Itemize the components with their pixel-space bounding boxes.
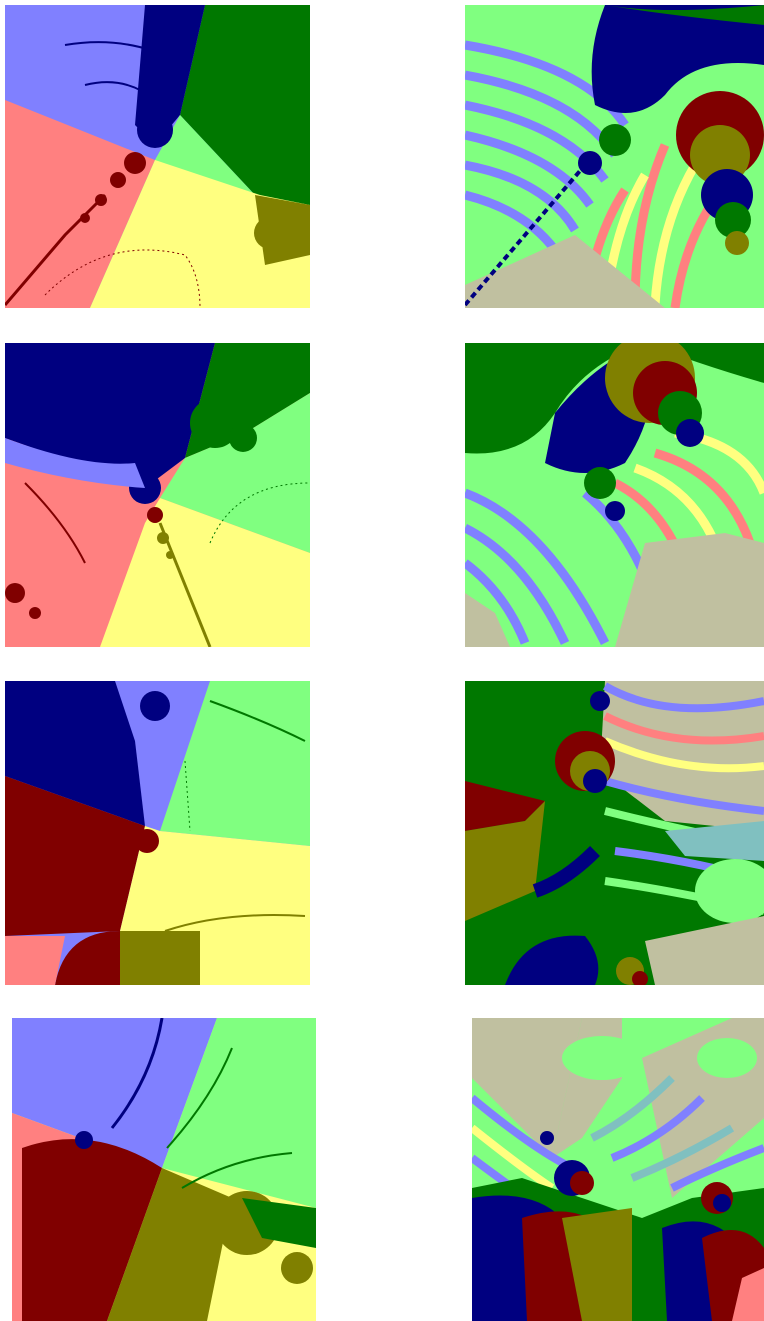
fractal-panel-3 — [5, 343, 310, 647]
basin-image-7 — [12, 1018, 316, 1321]
fractal-panel-7 — [12, 1018, 316, 1321]
striped-image-8 — [472, 1018, 764, 1321]
basin-image-3 — [5, 343, 310, 647]
fractal-panel-2 — [465, 5, 764, 308]
fractal-panel-5 — [5, 681, 310, 985]
fractal-panel-8 — [472, 1018, 764, 1321]
fractal-panel-6 — [465, 681, 764, 985]
striped-image-2 — [465, 5, 764, 308]
basin-image-5 — [5, 681, 310, 985]
striped-image-4 — [465, 343, 764, 647]
fractal-panel-1 — [5, 5, 310, 308]
fractal-panel-4 — [465, 343, 764, 647]
basin-image-1 — [5, 5, 310, 308]
striped-image-6 — [465, 681, 764, 985]
